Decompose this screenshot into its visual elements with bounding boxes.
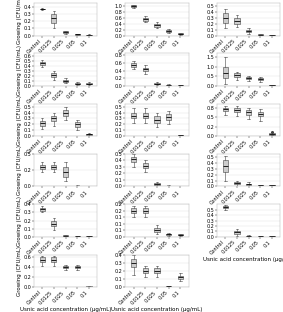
Y-axis label: Growing (CFU/mL): Growing (CFU/mL) [17,145,22,195]
Y-axis label: Growing (CFU/mL): Growing (CFU/mL) [17,95,22,145]
PathPatch shape [63,167,68,177]
PathPatch shape [223,13,228,22]
PathPatch shape [155,83,160,84]
PathPatch shape [131,113,136,119]
PathPatch shape [63,266,68,268]
PathPatch shape [258,112,263,116]
PathPatch shape [258,34,263,35]
PathPatch shape [269,85,275,86]
PathPatch shape [143,163,148,168]
Y-axis label: Growing (CFU/mL): Growing (CFU/mL) [17,246,22,296]
PathPatch shape [75,83,80,84]
PathPatch shape [86,83,91,84]
PathPatch shape [246,30,251,32]
PathPatch shape [234,182,239,184]
PathPatch shape [51,14,57,22]
PathPatch shape [223,67,228,78]
PathPatch shape [155,24,160,27]
PathPatch shape [155,268,160,273]
PathPatch shape [234,231,239,234]
Y-axis label: Growing (CFU/mL): Growing (CFU/mL) [17,196,22,246]
PathPatch shape [40,121,45,125]
PathPatch shape [143,268,148,273]
PathPatch shape [178,135,183,136]
PathPatch shape [63,235,68,236]
PathPatch shape [143,113,148,119]
PathPatch shape [234,18,239,24]
PathPatch shape [75,122,80,127]
PathPatch shape [178,33,183,34]
PathPatch shape [143,18,148,21]
Y-axis label: Growing (CFU/mL): Growing (CFU/mL) [17,45,22,95]
PathPatch shape [234,108,239,113]
PathPatch shape [258,78,263,80]
PathPatch shape [40,257,45,262]
PathPatch shape [246,77,251,79]
PathPatch shape [155,183,160,184]
X-axis label: Usnic acid concentration (µg/mL): Usnic acid concentration (µg/mL) [203,257,283,262]
PathPatch shape [166,233,171,235]
PathPatch shape [246,183,251,185]
PathPatch shape [63,110,68,115]
PathPatch shape [51,165,57,169]
PathPatch shape [86,134,91,135]
PathPatch shape [131,208,136,213]
PathPatch shape [131,157,136,162]
PathPatch shape [166,30,171,32]
PathPatch shape [40,8,45,9]
PathPatch shape [166,114,171,120]
PathPatch shape [143,208,148,213]
PathPatch shape [178,234,183,236]
PathPatch shape [63,31,68,33]
PathPatch shape [40,62,45,65]
PathPatch shape [51,73,57,77]
PathPatch shape [40,207,45,211]
PathPatch shape [155,228,160,232]
PathPatch shape [63,80,68,82]
PathPatch shape [131,63,136,67]
PathPatch shape [131,6,136,7]
PathPatch shape [246,110,251,115]
PathPatch shape [51,115,57,121]
PathPatch shape [258,185,263,186]
PathPatch shape [131,259,136,267]
PathPatch shape [269,133,275,135]
PathPatch shape [155,116,160,123]
X-axis label: Usnic acid concentration (µg/mL): Usnic acid concentration (µg/mL) [20,307,111,312]
PathPatch shape [269,185,275,186]
PathPatch shape [40,165,45,169]
PathPatch shape [51,257,57,262]
PathPatch shape [223,160,228,172]
PathPatch shape [75,266,80,268]
PathPatch shape [223,108,228,111]
PathPatch shape [234,73,239,77]
PathPatch shape [75,34,80,35]
PathPatch shape [223,206,228,208]
Y-axis label: Growing (CFU/mL): Growing (CFU/mL) [17,0,22,44]
X-axis label: Usnic acid concentration (µg/mL): Usnic acid concentration (µg/mL) [112,307,203,312]
PathPatch shape [143,67,148,71]
PathPatch shape [51,221,57,226]
PathPatch shape [178,276,183,279]
